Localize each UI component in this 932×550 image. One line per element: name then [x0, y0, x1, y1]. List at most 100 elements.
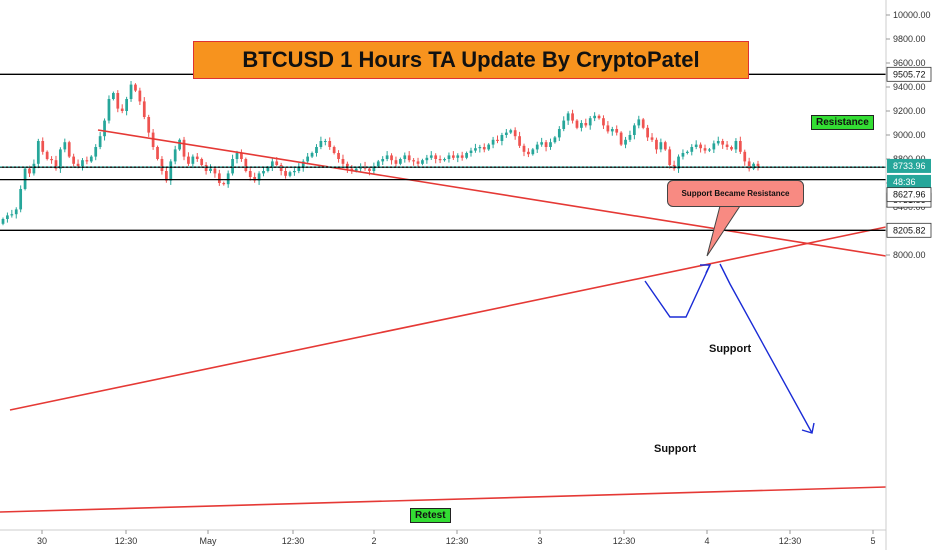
candle: [156, 145, 159, 161]
candle: [200, 157, 204, 167]
candle-body: [553, 137, 557, 143]
candle: [191, 154, 195, 169]
candle: [231, 154, 234, 176]
blue-arrow-head-1: [700, 264, 712, 274]
candle: [721, 138, 725, 149]
candle-body: [584, 123, 588, 126]
candle: [412, 158, 415, 166]
candle: [222, 181, 226, 186]
candle-body: [429, 155, 433, 158]
candle: [443, 157, 446, 162]
candle: [89, 155, 93, 163]
badge-label: 8205.82: [893, 225, 926, 235]
candle-body: [562, 120, 566, 129]
candle: [213, 166, 217, 178]
candle-body: [593, 115, 597, 119]
candle-body: [151, 132, 155, 147]
candle: [63, 138, 67, 153]
candle: [328, 137, 332, 150]
candle: [195, 153, 199, 162]
candle-body: [646, 127, 649, 138]
candle: [734, 138, 738, 153]
price-axis: 10000.00 9800.00 9600.00 9400.00 9200.00 9000…: [886, 10, 931, 260]
candle-body: [460, 155, 464, 158]
candle: [474, 143, 477, 153]
candle: [253, 172, 257, 183]
candle-body: [279, 165, 283, 171]
trendlines: [0, 129, 887, 513]
candle-body: [125, 99, 128, 111]
candle: [178, 138, 181, 151]
candle: [81, 158, 84, 171]
candle: [279, 162, 283, 176]
candle: [310, 151, 314, 159]
badge-label: 8733.96: [893, 161, 926, 171]
time-tick-label: 30: [37, 536, 47, 546]
ascending-trendline: [9, 226, 887, 411]
candle: [125, 96, 128, 116]
retest-tag: Retest: [410, 508, 451, 523]
chart-title: BTCUSD 1 Hours TA Update By CryptoPatel: [193, 41, 749, 79]
candle: [372, 162, 376, 174]
candle: [460, 151, 464, 161]
candle: [103, 118, 106, 141]
time-tick-label: May: [199, 536, 217, 546]
blue-arrow-path-2: [719, 263, 813, 434]
projection-arrows: [644, 263, 815, 434]
candle: [602, 115, 605, 129]
candle-body: [28, 168, 31, 174]
candle-body: [89, 156, 93, 162]
candle: [522, 143, 526, 157]
candle: [725, 141, 729, 150]
candle-body: [45, 151, 49, 159]
candle-body: [337, 153, 340, 159]
candle-body: [491, 139, 495, 145]
candle: [1, 217, 5, 226]
candle: [575, 119, 579, 130]
candle-body: [738, 141, 742, 152]
price-tick-label: 9600.00: [893, 58, 926, 68]
candle-body: [284, 171, 287, 176]
candle-body: [10, 214, 14, 216]
candle: [491, 136, 495, 149]
candle-body: [690, 147, 694, 152]
candle: [641, 117, 645, 130]
badge-label: 48:36: [893, 177, 916, 187]
candle: [509, 128, 513, 135]
candle-body: [81, 160, 84, 167]
candle: [738, 136, 742, 154]
badge-box: [886, 187, 932, 203]
candle-body: [173, 149, 177, 162]
candle: [694, 140, 698, 150]
time-tick-label: 12:30: [282, 536, 305, 546]
candle: [306, 153, 310, 165]
candle-body: [403, 155, 407, 159]
candle-body: [597, 115, 601, 119]
candle-body: [743, 151, 747, 162]
badge-box: [886, 66, 932, 82]
candle: [421, 158, 424, 166]
candle: [385, 151, 389, 162]
candle: [54, 155, 58, 171]
candle-body: [142, 101, 146, 117]
candle: [173, 145, 177, 165]
candle: [716, 136, 720, 146]
candle-body: [266, 167, 270, 171]
time-tick-label: 4: [704, 536, 709, 546]
candle-body: [712, 143, 716, 150]
candle-body: [390, 155, 393, 161]
candle-body: [372, 166, 376, 171]
candle-body: [328, 141, 332, 147]
candle-body: [694, 144, 698, 147]
candle: [398, 157, 402, 166]
candle: [500, 132, 504, 146]
candle-body: [1, 219, 5, 224]
candle-body: [85, 160, 89, 162]
candle-body: [540, 142, 544, 145]
candle: [677, 154, 680, 173]
candle-body: [253, 177, 257, 181]
candlestick-series: [1, 81, 760, 226]
candle-body: [496, 139, 499, 141]
candle: [668, 146, 672, 169]
